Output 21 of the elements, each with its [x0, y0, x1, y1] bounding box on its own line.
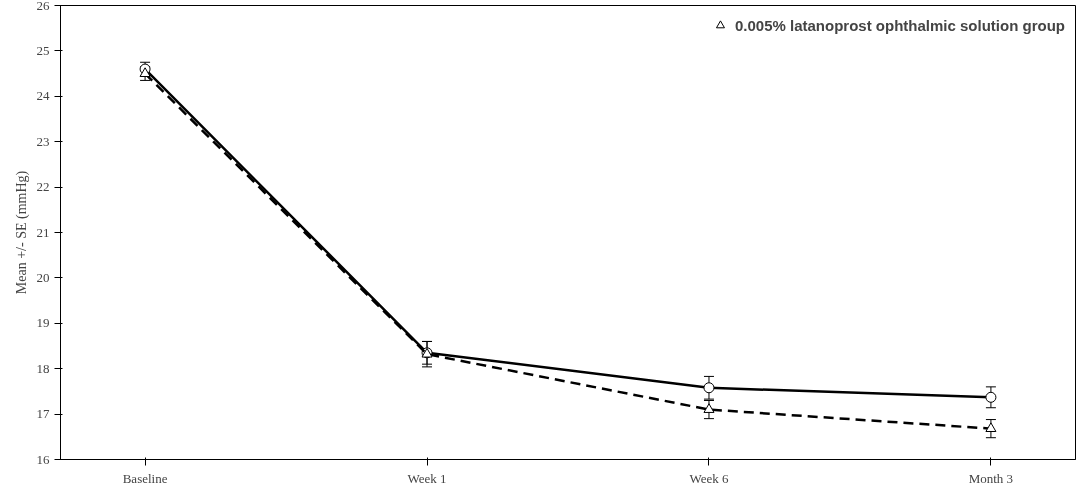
- legend-label: 0.005% latanoprost ophthalmic solution group: [734, 16, 1065, 34]
- y-tick-label: 18: [36, 360, 50, 376]
- y-tick-label: 26: [36, 0, 50, 13]
- y-tick-label: 21: [36, 224, 50, 240]
- y-tick-label: 19: [36, 315, 50, 331]
- point: [703, 382, 715, 394]
- point: [139, 67, 151, 77]
- point: [985, 422, 997, 433]
- x-tick-label: Week 6: [689, 470, 729, 486]
- y-tick-label: 25: [36, 42, 50, 58]
- y-tick-label: 22: [36, 179, 50, 195]
- point: [985, 391, 997, 403]
- y-tick-label: 23: [36, 133, 50, 149]
- y-tick-label: 24: [36, 88, 50, 104]
- y-tick-label: 16: [36, 451, 50, 467]
- y-tick-label: 17: [36, 406, 50, 422]
- y-axis-title: Mean +/- SE (mmHg): [13, 170, 30, 295]
- y-tick-label: 20: [36, 269, 50, 285]
- x-tick-label: Week 1: [407, 470, 447, 486]
- x-tick-label: Month 3: [968, 470, 1014, 486]
- x-tick-label: Baseline: [122, 470, 168, 486]
